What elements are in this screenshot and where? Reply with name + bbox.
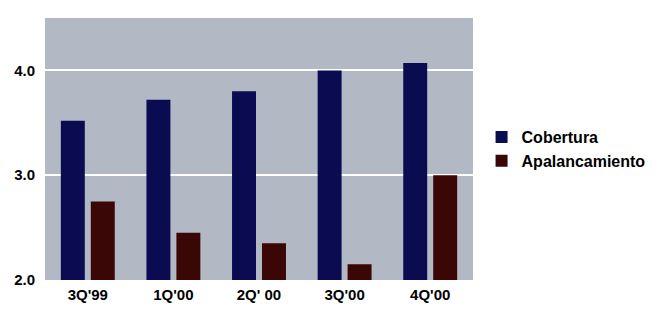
svg-text:Cobertura: Cobertura [522, 129, 599, 146]
svg-text:3Q'99: 3Q'99 [68, 286, 108, 303]
svg-text:3Q'00: 3Q'00 [324, 286, 364, 303]
svg-text:3.0: 3.0 [14, 166, 35, 183]
svg-text:Apalancamiento: Apalancamiento [522, 153, 646, 170]
svg-text:1Q'00: 1Q'00 [153, 286, 193, 303]
svg-text:4.0: 4.0 [14, 62, 35, 79]
svg-text:4Q'00: 4Q'00 [410, 286, 450, 303]
svg-text:2.0: 2.0 [14, 271, 35, 288]
svg-text:2Q' 00: 2Q' 00 [237, 286, 281, 303]
